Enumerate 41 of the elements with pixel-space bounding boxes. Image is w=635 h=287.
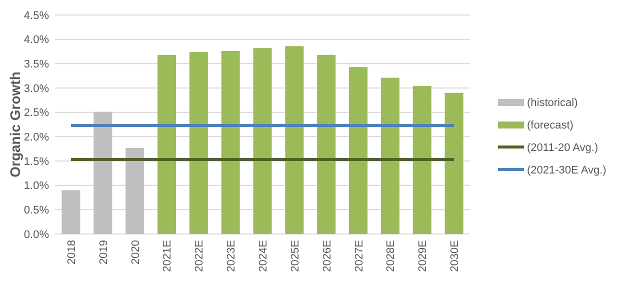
- x-tick-label: 2021E: [162, 240, 174, 272]
- y-tick-label: 2.5%: [24, 107, 50, 120]
- bar: [285, 46, 304, 234]
- bar: [94, 112, 112, 234]
- x-tick-label: 2024E: [258, 240, 270, 272]
- x-tick-label: 2019: [98, 240, 110, 264]
- y-tick-label: 3.5%: [24, 58, 50, 71]
- legend-label: (2011-20 Avg.): [527, 142, 598, 154]
- bar: [412, 86, 432, 234]
- bar: [126, 148, 144, 234]
- y-axis-title: Organic Growth: [7, 72, 23, 178]
- bar: [221, 51, 240, 234]
- x-tick-label: 2023E: [226, 240, 238, 272]
- y-tick-label: 0.0%: [24, 228, 50, 241]
- bar: [62, 190, 80, 234]
- legend-label: (2021-30E Avg.): [527, 164, 606, 176]
- y-tick-label: 2.0%: [24, 132, 50, 144]
- bar: [349, 67, 368, 234]
- legend-label: (forecast): [527, 119, 574, 132]
- bar: [380, 78, 400, 234]
- bar: [253, 48, 272, 234]
- x-tick-label: 2022E: [194, 240, 206, 272]
- x-tick-label: 2028E: [385, 240, 398, 272]
- x-tick-label: 2029E: [417, 240, 430, 272]
- y-tick-label: 3.0%: [24, 82, 50, 95]
- x-tick-label: 2018: [66, 240, 78, 264]
- y-tick-label: 0.5%: [24, 204, 50, 217]
- bar: [189, 52, 208, 234]
- x-tick-label: 2027E: [353, 240, 366, 272]
- bar: [317, 54, 336, 234]
- y-tick-label: 4.5%: [24, 10, 50, 22]
- bar: [444, 92, 464, 234]
- bar: [157, 54, 176, 234]
- y-tick-label: 4.0%: [24, 34, 50, 46]
- x-tick-label: 2020: [130, 240, 142, 264]
- x-tick-label: 2026E: [321, 240, 334, 272]
- x-tick-label: 2025E: [289, 240, 302, 272]
- y-tick-label: 1.5%: [24, 156, 50, 168]
- y-tick-label: 1.0%: [24, 180, 50, 192]
- legend-label: (historical): [527, 96, 578, 109]
- x-tick-label: 2030E: [449, 240, 462, 272]
